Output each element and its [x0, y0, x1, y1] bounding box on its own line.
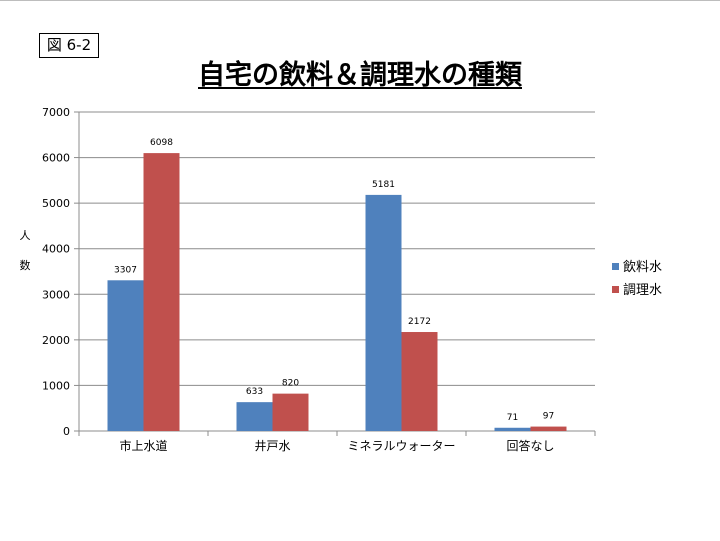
bar-cooking-water — [530, 426, 567, 431]
figure-number-label: 図 6-2 — [39, 33, 99, 58]
legend-swatch — [612, 286, 619, 293]
data-label: 2172 — [408, 317, 431, 327]
y-tick-label: 1000 — [42, 379, 70, 392]
data-label: 820 — [282, 379, 299, 389]
data-label: 3307 — [114, 265, 137, 275]
chart-title-text: 自宅の飲料＆調理水の種類 — [198, 60, 522, 91]
chart-title: 自宅の飲料＆調理水の種類 — [0, 58, 720, 94]
y-tick-label: 7000 — [42, 106, 70, 119]
y-axis-label: 人数 — [16, 228, 34, 288]
x-category-label: ミネラルウォーター — [347, 439, 455, 453]
data-label: 97 — [543, 412, 554, 422]
data-label: 71 — [507, 413, 518, 423]
y-axis-label-text: 人数 — [16, 228, 34, 274]
y-axis-label-char: 人 — [19, 229, 31, 242]
y-tick-label: 5000 — [42, 197, 70, 210]
bar-drinking-water — [365, 194, 402, 431]
x-category-label: 市上水道 — [119, 438, 167, 453]
y-tick-label: 3000 — [42, 288, 70, 301]
y-tick-label: 2000 — [42, 334, 70, 347]
bar-cooking-water — [143, 153, 180, 432]
y-tick-label: 6000 — [42, 152, 70, 165]
bar-cooking-water — [272, 393, 309, 431]
data-label: 633 — [246, 387, 263, 397]
bar-cooking-water — [401, 332, 438, 431]
bar-drinking-water — [494, 427, 531, 431]
data-label: 5181 — [372, 180, 395, 190]
y-tick-label: 4000 — [42, 243, 70, 256]
y-tick-label: 0 — [63, 425, 70, 438]
x-category-label: 回答なし — [506, 438, 554, 453]
legend-swatch — [612, 263, 619, 270]
top-border-line — [0, 0, 720, 1]
legend-label: 調理水 — [623, 283, 662, 298]
bar-drinking-water — [107, 280, 144, 431]
legend-label: 飲料水 — [623, 259, 662, 275]
data-label: 6098 — [150, 138, 173, 148]
y-axis-label-char: 数 — [19, 259, 31, 272]
bar-drinking-water — [236, 402, 273, 431]
x-category-label: 井戸水 — [254, 439, 290, 453]
